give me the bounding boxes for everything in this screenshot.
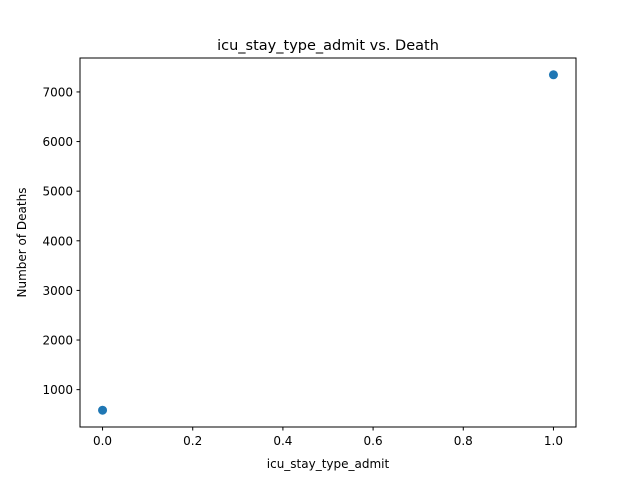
y-tick-label: 5000 — [42, 185, 73, 199]
y-tick-label: 4000 — [42, 234, 73, 248]
chart-title: icu_stay_type_admit vs. Death — [217, 38, 439, 54]
y-tick-label: 7000 — [42, 85, 73, 99]
x-tick-label: 0.8 — [454, 434, 473, 448]
x-axis: 0.0 0.2 0.4 0.6 0.8 1.0 — [93, 427, 563, 448]
y-tick-label: 3000 — [42, 284, 73, 298]
x-tick-label: 0.0 — [93, 434, 112, 448]
x-tick-label: 0.4 — [273, 434, 292, 448]
y-axis: 1000 2000 3000 4000 5000 6000 7000 — [42, 85, 80, 397]
y-tick-label: 6000 — [42, 135, 73, 149]
x-tick-label: 0.6 — [364, 434, 383, 448]
x-tick-label: 0.2 — [183, 434, 202, 448]
y-axis-label: Number of Deaths — [15, 188, 29, 298]
data-points — [98, 70, 558, 415]
y-tick-label: 1000 — [42, 383, 73, 397]
scatter-point — [548, 70, 558, 80]
scatter-point — [98, 405, 108, 415]
y-tick-label: 2000 — [42, 334, 73, 348]
x-tick-label: 1.0 — [544, 434, 563, 448]
plot-area-frame — [79, 57, 577, 428]
x-axis-label: icu_stay_type_admit — [267, 457, 390, 471]
